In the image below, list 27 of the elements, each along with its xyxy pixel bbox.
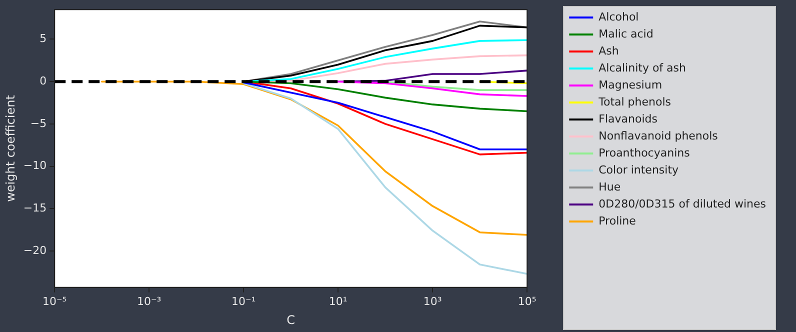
x-axis-title: C (286, 312, 296, 327)
x-tick-label: 10³ (423, 294, 442, 308)
y-tick-label: 0 (40, 74, 47, 88)
legend-label: Proline (598, 214, 636, 228)
x-tick-label: 10¹ (328, 294, 348, 308)
x-tick-label: 10⁵ (518, 294, 536, 308)
legend-label: Flavanoids (598, 112, 658, 126)
legend-label: 0D280/0D315 of diluted wines (598, 197, 766, 210)
legend-label: Proanthocyanins (598, 146, 690, 160)
y-axis-title: weight coefficient (3, 94, 18, 202)
legend-label: Nonflavanoid phenols (598, 129, 718, 142)
x-tick-label: 10⁻¹ (232, 294, 256, 308)
legend-label: Magnesium (598, 78, 662, 92)
y-tick-label: −10 (23, 159, 47, 172)
y-tick-label: −20 (23, 244, 47, 257)
y-tick-label: 5 (40, 32, 47, 46)
x-tick-label: 10⁻³ (137, 294, 162, 308)
legend-label: Ash (598, 44, 619, 58)
y-tick-label: −5 (30, 116, 47, 130)
legend-label: Color intensity (598, 163, 680, 176)
legend-label: Alcalinity of ash (598, 61, 686, 74)
legend-label: Alcohol (598, 10, 639, 24)
legend-label: Hue (598, 180, 621, 194)
legend-label: Total phenols (598, 95, 672, 108)
legend-label: Malic acid (598, 27, 654, 40)
y-tick-label: −15 (23, 201, 47, 214)
x-tick-label: 10⁻⁵ (42, 294, 67, 308)
